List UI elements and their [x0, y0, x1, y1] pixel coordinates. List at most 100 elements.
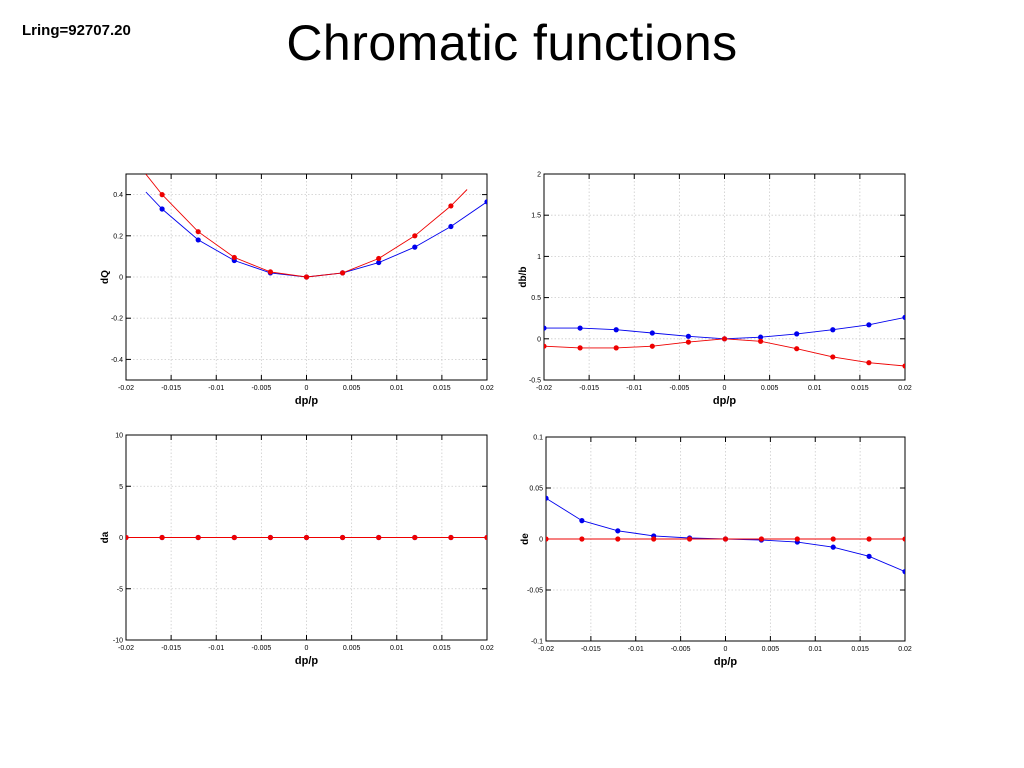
y-tick-label: 10 — [115, 433, 123, 440]
data-point-red — [685, 339, 692, 345]
x-tick-label: 0 — [723, 385, 727, 392]
data-point-red — [448, 534, 454, 541]
x-tick-label: -0.02 — [118, 645, 134, 652]
x-tick-label: 0.015 — [433, 385, 451, 392]
y-tick-label: -10 — [113, 638, 123, 645]
x-tick-label: 0.02 — [480, 645, 494, 652]
x-tick-label: -0.015 — [579, 385, 599, 392]
data-point-red — [544, 343, 547, 349]
data-point-blue — [195, 237, 201, 243]
y-tick-label: -0.1 — [531, 639, 543, 646]
data-point-red — [376, 255, 382, 262]
x-tick-label: -0.01 — [626, 385, 642, 392]
data-layer — [544, 314, 905, 369]
data-point-blue — [615, 528, 621, 534]
x-tick-label: 0.005 — [343, 385, 361, 392]
data-point-red — [830, 354, 836, 360]
x-tick-label: -0.005 — [669, 385, 689, 392]
data-point-red — [577, 345, 583, 351]
y-axis-label: da — [100, 531, 111, 543]
data-point-blue — [577, 325, 583, 331]
data-point-blue — [794, 331, 800, 337]
data-point-blue — [484, 199, 487, 205]
y-tick-label: 0.4 — [113, 192, 123, 199]
x-tick-label: -0.005 — [671, 646, 691, 653]
x-tick-label: -0.01 — [208, 385, 224, 392]
x-tick-label: 0.015 — [851, 385, 869, 392]
ring-length-label: Lring=92707.20 — [22, 22, 131, 39]
data-layer — [145, 174, 487, 280]
y-tick-label: 0 — [119, 535, 123, 542]
data-layer — [546, 495, 905, 575]
x-tick-label: -0.02 — [118, 385, 134, 392]
data-point-red — [687, 536, 693, 542]
data-point-blue — [649, 330, 655, 336]
x-tick-label: 0.015 — [851, 646, 869, 653]
data-point-red — [484, 534, 487, 541]
data-point-red — [579, 536, 585, 542]
data-point-red — [231, 534, 237, 541]
data-point-blue — [613, 327, 619, 333]
y-tick-label: 1 — [537, 254, 541, 261]
x-tick-label: 0 — [305, 645, 309, 652]
data-layer — [126, 534, 487, 541]
data-point-blue — [758, 334, 764, 340]
x-axis-label: dp/p — [295, 395, 318, 407]
page-title-text: Chromatic functions — [286, 15, 738, 71]
data-point-red — [412, 233, 418, 239]
x-tick-label: -0.005 — [251, 645, 271, 652]
data-point-red — [794, 346, 800, 352]
y-tick-label: 0 — [539, 537, 543, 544]
x-tick-label: 0.02 — [898, 385, 912, 392]
data-point-red — [830, 536, 836, 542]
x-tick-label: 0.005 — [761, 385, 779, 392]
x-tick-label: -0.015 — [161, 385, 181, 392]
data-point-blue — [685, 333, 692, 339]
data-point-red — [722, 536, 729, 542]
x-tick-label: 0.02 — [898, 646, 912, 653]
data-point-red — [376, 534, 382, 541]
y-axis-label: de — [520, 533, 531, 545]
x-tick-label: 0 — [724, 646, 728, 653]
data-point-blue — [579, 518, 585, 524]
data-point-red — [159, 534, 165, 541]
x-axis-label: dp/p — [714, 656, 737, 668]
y-tick-label: -0.4 — [111, 357, 123, 364]
x-tick-label: 0.01 — [808, 646, 822, 653]
x-tick-label: -0.02 — [538, 646, 554, 653]
x-tick-label: -0.02 — [536, 385, 552, 392]
y-tick-label: -0.5 — [529, 378, 541, 385]
data-point-red — [267, 534, 273, 541]
data-point-blue — [902, 314, 905, 320]
data-point-red — [866, 536, 872, 542]
data-point-red — [902, 536, 905, 542]
data-point-blue — [448, 223, 454, 230]
data-point-red — [721, 336, 728, 342]
data-point-red — [613, 345, 619, 351]
y-axis-label: dQ — [100, 270, 111, 284]
data-point-red — [159, 192, 165, 198]
x-tick-label: -0.01 — [628, 646, 644, 653]
data-point-red — [649, 343, 655, 349]
y-axis-label: db/b — [518, 266, 529, 287]
data-point-red — [794, 536, 800, 542]
data-point-blue — [866, 553, 872, 559]
data-point-red — [340, 534, 346, 541]
data-point-red — [195, 534, 201, 541]
data-point-blue — [159, 206, 165, 212]
data-point-red — [340, 270, 346, 276]
x-axis-label: dp/p — [295, 655, 318, 667]
x-tick-label: 0.005 — [762, 646, 780, 653]
y-tick-label: 0 — [537, 336, 541, 343]
x-tick-label: 0.015 — [433, 645, 451, 652]
data-point-blue — [866, 322, 872, 328]
x-tick-label: 0.02 — [480, 385, 494, 392]
data-point-red — [412, 534, 418, 541]
data-point-red — [758, 536, 765, 542]
y-tick-label: 5 — [119, 484, 123, 491]
y-tick-label: -0.2 — [111, 316, 123, 323]
x-tick-label: 0 — [305, 385, 309, 392]
